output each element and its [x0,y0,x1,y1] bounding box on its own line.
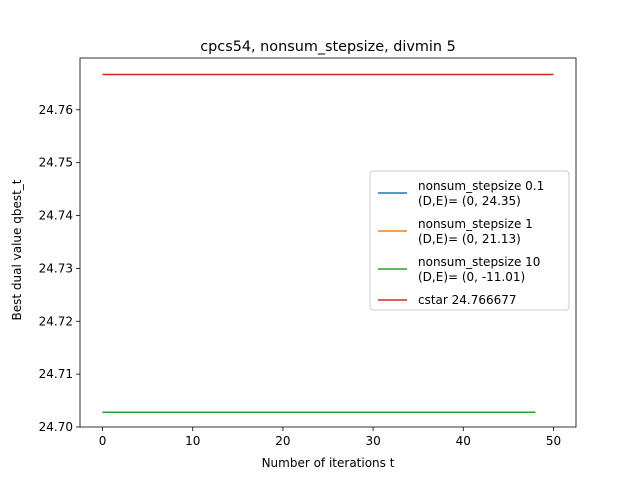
x-tick-label: 30 [365,434,380,448]
x-tick-label: 0 [99,434,107,448]
legend-label-0: nonsum_stepsize 0.1 [418,179,544,193]
plot-area [102,73,554,413]
x-axis: 0 10 20 30 40 50 [99,427,561,448]
y-axis-label: Best dual value qbest_t [10,179,24,320]
chart-title: cpcs54, nonsum_stepsize, divmin 5 [200,39,456,55]
y-tick-label: 24.75 [39,156,73,170]
legend-label-2: nonsum_stepsize 10 [418,255,540,269]
legend-detail-0: (D,E)= (0, 24.35) [418,194,521,208]
y-tick-label: 24.72 [39,314,73,328]
x-axis-label: Number of iterations t [262,456,395,470]
legend: nonsum_stepsize 0.1(D,E)= (0, 24.35) nons… [369,170,570,311]
y-tick-label: 24.73 [39,261,73,275]
y-tick-label: 24.76 [39,103,73,117]
axes-frame [79,57,577,428]
x-tick-label: 40 [456,434,471,448]
legend-detail-1: (D,E)= (0, 21.13) [418,232,521,246]
y-axis: 24.70 24.71 24.72 24.73 24.74 24.75 24.76 [39,103,80,434]
y-tick-label: 24.74 [39,209,73,223]
legend-box [369,170,570,311]
x-tick-label: 20 [275,434,290,448]
x-tick-label: 50 [546,434,561,448]
y-tick-label: 24.70 [39,420,73,434]
legend-label-1: nonsum_stepsize 1 [418,217,533,231]
legend-detail-2: (D,E)= (0, -11.01) [418,270,525,284]
y-tick-label: 24.71 [39,367,73,381]
axes-border [79,57,577,428]
x-tick-label: 10 [185,434,200,448]
legend-label-3: cstar 24.766677 [418,293,517,307]
